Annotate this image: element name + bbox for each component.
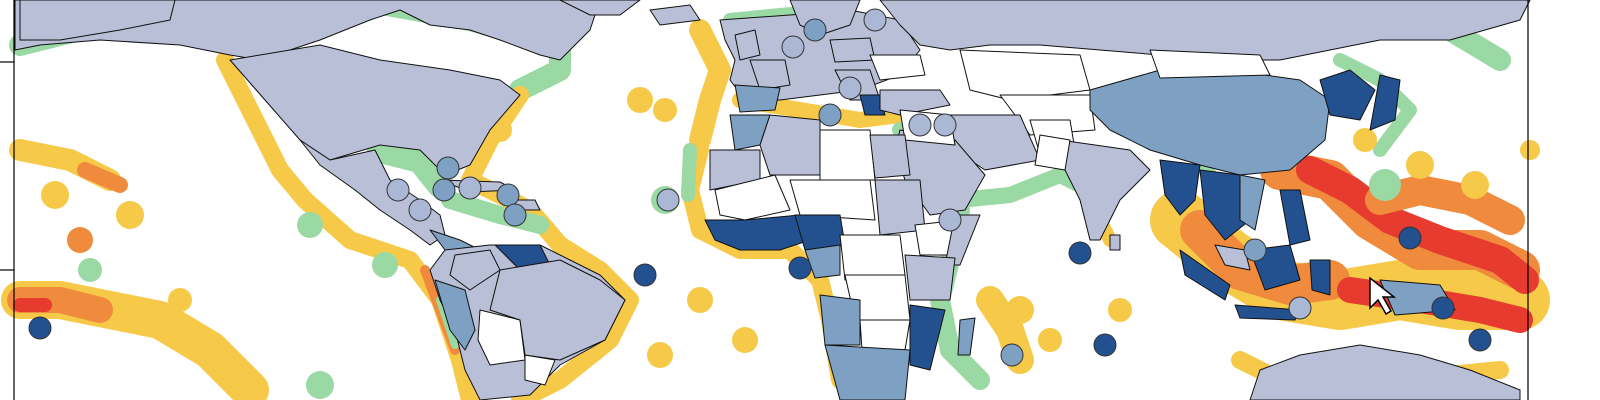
country-pakistan [1034,134,1071,171]
country-spain [734,84,781,113]
marker-sea-1 [1243,238,1267,262]
country-niger-chad [789,179,876,221]
marker-mediterranean-1 [818,103,842,127]
country-alaska [19,0,176,41]
marker-solomon [1431,296,1455,320]
country-bolivia [477,309,526,366]
country-west-africa-coast [704,214,811,251]
country-greenland [559,0,641,16]
country-japan [1369,74,1401,131]
marker-horn-africa [938,208,962,232]
country-philippines [1279,189,1311,246]
country-sri-lanka [1109,234,1121,251]
country-kazakhstan [959,49,1091,101]
country-mauritania-mali [714,174,791,221]
country-thailand-indochina [1199,169,1251,241]
marker-caribbean-7 [408,198,432,222]
country-angola [819,294,861,346]
country-iceland [649,4,701,26]
country-poland [829,37,876,63]
marker-caribbean-6 [503,203,527,227]
country-libya [819,129,876,181]
marker-ascension [633,263,657,287]
marker-europe-2 [781,35,805,59]
reef-island-dots [41,87,1540,399]
country-zambia [859,319,911,351]
marker-chagos [1093,333,1117,357]
marker-sea-2 [1288,296,1312,320]
marker-mediterranean-2 [838,76,862,100]
marker-europe-1 [803,18,827,42]
country-brazil [489,259,626,361]
country-nigeria [794,214,846,251]
country-australia [1249,344,1521,400]
land [14,0,1531,400]
marker-middle-east-2 [933,113,957,137]
country-sulawesi [1309,259,1331,296]
marker-caribbean-3 [458,176,482,200]
marker-mauritius [1000,343,1024,367]
country-korea-japan [1319,69,1376,121]
marker-maldives [1068,241,1092,265]
country-malaysia [1214,244,1251,271]
country-southern-africa [824,344,911,400]
country-myanmar [1159,159,1201,216]
country-turkey [879,89,951,116]
country-ukraine [869,54,926,81]
country-sumatra [1179,249,1231,301]
marker-gulf-of-guinea [788,256,812,280]
country-cameroon [804,244,841,279]
country-java [1234,304,1301,321]
marker-middle-east-1 [908,113,932,137]
country-east-africa [904,254,956,301]
marker-europe-3 [863,8,887,32]
country-mozambique [909,304,946,371]
country-vietnam [1239,174,1266,231]
plot-frame [0,0,1529,400]
marker-caribbean-2 [432,178,456,202]
country-france [749,59,791,91]
country-mongolia [1149,49,1271,79]
country-markers [28,8,1492,367]
mouse-cursor-icon [1369,276,1397,316]
marker-vanuatu [1468,328,1492,352]
country-egypt [869,134,911,179]
marker-png [1398,226,1422,250]
marker-caribbean-4 [386,178,410,202]
marker-caribbean-5 [496,183,520,207]
marker-caribbean-1 [436,156,460,180]
country-uk [734,29,761,61]
country-algeria [759,114,821,176]
marker-cape-verde [656,188,680,212]
marker-pacific-west [28,316,52,340]
country-greece [859,94,886,116]
country-colombia [449,249,501,291]
country-madagascar [957,317,976,356]
country-peru [434,279,476,351]
country-india [1059,139,1151,241]
country-central-africa [839,234,906,281]
